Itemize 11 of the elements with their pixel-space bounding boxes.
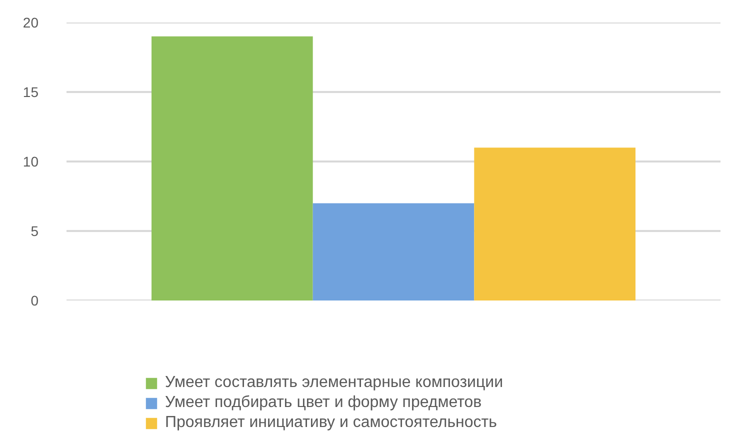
bar [312, 203, 474, 300]
y-tick-label: 20 [22, 14, 39, 30]
y-tick-label: 15 [22, 84, 39, 100]
bar [474, 148, 636, 300]
legend-label: Умеет подбирать цвет и форму предметов [165, 394, 482, 412]
y-tick-label: 5 [30, 223, 39, 239]
bar [152, 36, 313, 300]
legend-label: Проявляет инициативу и самостоятельность [165, 414, 497, 432]
y-tick-label: 10 [22, 154, 39, 170]
y-tick-label: 0 [30, 292, 39, 308]
legend-label: Умеет составлять элементарные композиции [165, 374, 504, 392]
